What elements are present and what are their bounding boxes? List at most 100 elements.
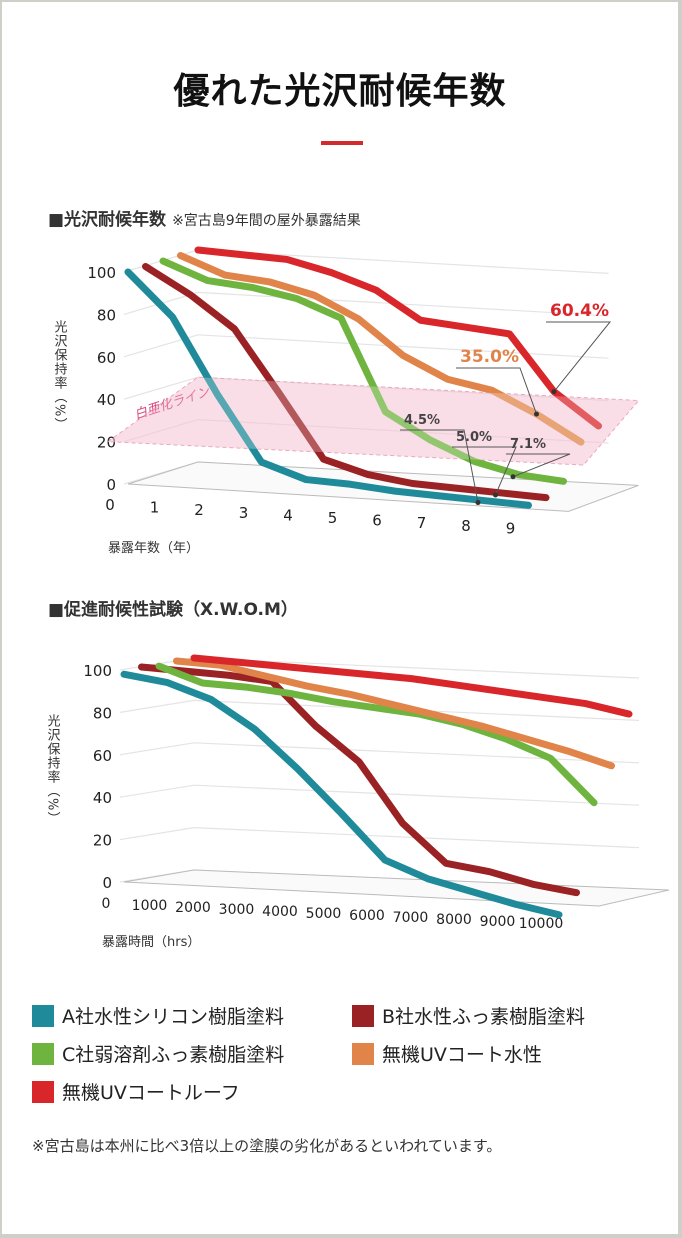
c1-point-b-2 — [232, 326, 237, 332]
c2-point-d-9 — [565, 748, 571, 754]
c1-point-c-3 — [294, 295, 299, 301]
c2-point-c-10 — [591, 800, 597, 806]
c1-point-b-9 — [543, 495, 549, 501]
c1-xtick-1: 1 — [150, 499, 160, 517]
c1-callout-line-b — [452, 446, 517, 496]
legend-label-c: C社弱溶剤ふっ素樹脂塗料 — [62, 1044, 285, 1066]
c2-ylabel: 光沢保持率（%） — [45, 714, 61, 825]
c2-point-e-3 — [322, 667, 327, 673]
c1-point-e-1 — [240, 252, 245, 258]
c2-floor — [123, 869, 670, 907]
c2-point-e-4 — [365, 671, 371, 677]
footnote: ※宮古島は本州に比べ3倍以上の塗膜の劣化があるといわれています。 — [32, 1137, 502, 1155]
c2-xtick-6000: 6000 — [349, 908, 385, 924]
c1-point-c-7 — [472, 459, 477, 465]
c1-point-b-1 — [187, 292, 193, 298]
c1-xtick-2: 2 — [194, 501, 204, 519]
c1-gridline-40 — [123, 376, 609, 402]
c1-callout-c: 7.1% — [510, 437, 546, 452]
c2-point-c-1 — [200, 680, 205, 686]
c1-point-c-4 — [338, 315, 344, 321]
c2-point-b-7 — [443, 860, 449, 866]
c2-point-a-9 — [513, 901, 518, 907]
c2-xtick-4000: 4000 — [262, 904, 298, 920]
c1-series-e — [194, 246, 602, 430]
c2-xtick-7000: 7000 — [393, 910, 429, 926]
c1-ylabel: 光沢保持率（%） — [52, 320, 68, 431]
c1-point-c-9 — [561, 478, 566, 484]
c1-xtick-6: 6 — [372, 512, 382, 530]
c1-point-b-4 — [321, 456, 326, 462]
c1-point-c-0 — [160, 258, 166, 264]
c2-point-e-9 — [583, 701, 588, 707]
c2-point-b-8 — [487, 869, 492, 875]
c2-point-a-3 — [252, 726, 257, 732]
c1-point-a-7 — [437, 493, 442, 499]
c1-point-b-6 — [410, 481, 415, 486]
c2-point-b-0 — [139, 664, 144, 670]
c1-xtick-7: 7 — [417, 514, 427, 532]
c1-ytick-20: 20 — [97, 434, 116, 452]
legend-swatch-a — [32, 1004, 54, 1027]
c1-point-e-2 — [284, 256, 290, 262]
c1-callout-line-a — [400, 429, 479, 503]
c2-point-e-1 — [235, 659, 240, 665]
c1-ytick-0: 0 — [106, 476, 116, 494]
legend-swatch-d — [352, 1042, 374, 1065]
c1-point-e-9 — [596, 423, 601, 429]
c1-callout-dot-c — [510, 474, 516, 480]
c2-xtick-9000: 9000 — [480, 914, 516, 930]
c2-point-e-5 — [409, 676, 414, 682]
c1-point-d-5 — [400, 352, 406, 358]
c1-point-a-0 — [125, 269, 131, 275]
c2-point-d-6 — [435, 712, 440, 718]
c2-point-b-6 — [400, 820, 405, 826]
c2-xtick-5000: 5000 — [306, 906, 342, 922]
c1-point-a-1 — [170, 314, 175, 320]
c2-point-b-9 — [530, 881, 536, 887]
c1-point-e-5 — [418, 317, 423, 323]
c2-point-e-0 — [191, 655, 197, 661]
legend-label-e: 無機UVコートルーフ — [62, 1082, 240, 1104]
chart1-heading: ■光沢耐候年数 ※宮古島9年間の屋外暴露結果 — [48, 205, 361, 230]
c2-point-d-8 — [522, 735, 527, 741]
c1-point-a-4 — [303, 477, 309, 483]
c1-point-a-5 — [348, 481, 353, 487]
c1-point-a-3 — [259, 459, 264, 465]
c1-callout-dot-b — [493, 492, 498, 498]
c2-xtick-3000: 3000 — [219, 902, 255, 918]
c2-point-b-5 — [356, 759, 362, 765]
c1-callout-b: 5.0% — [456, 430, 492, 445]
c1-point-c-6 — [427, 437, 433, 443]
c1-point-e-6 — [462, 324, 468, 330]
c1-gridline-80 — [123, 291, 609, 317]
c1-ytick-60: 60 — [97, 349, 116, 367]
c2-point-d-4 — [348, 691, 353, 697]
c2-xtick-0: 0 — [102, 896, 111, 912]
legend-item-c: C社弱溶剤ふっ素樹脂塗料 — [32, 1040, 284, 1067]
c2-point-d-5 — [391, 702, 397, 708]
c1-point-b-3 — [276, 390, 282, 396]
c2-point-c-2 — [243, 684, 249, 690]
c1-callout-dot-a — [475, 500, 481, 506]
c2-xtick-10000: 10000 — [519, 916, 564, 932]
c1-point-d-9 — [578, 439, 584, 445]
c2-point-d-0 — [174, 658, 179, 664]
c2-point-e-7 — [496, 688, 501, 694]
c2-point-e-2 — [278, 663, 284, 669]
c2-point-a-10 — [556, 912, 562, 918]
c2-point-a-0 — [121, 671, 127, 677]
c1-point-d-1 — [222, 272, 228, 278]
c1-point-a-8 — [481, 498, 487, 504]
c2-gridline-20 — [119, 826, 640, 849]
c2-point-a-1 — [165, 680, 170, 686]
c1-chalk-band-overlay — [108, 377, 639, 465]
c2-point-b-10 — [574, 890, 579, 896]
c2-gridline-60 — [119, 742, 640, 764]
c2-point-e-10 — [626, 711, 632, 717]
c1-point-a-2 — [214, 391, 220, 397]
c2-point-c-8 — [504, 736, 510, 742]
legend-label-b: B社水性ふっ素樹脂塗料 — [382, 1006, 586, 1028]
c2-point-d-3 — [304, 683, 310, 689]
legend-swatch-e — [32, 1080, 54, 1103]
